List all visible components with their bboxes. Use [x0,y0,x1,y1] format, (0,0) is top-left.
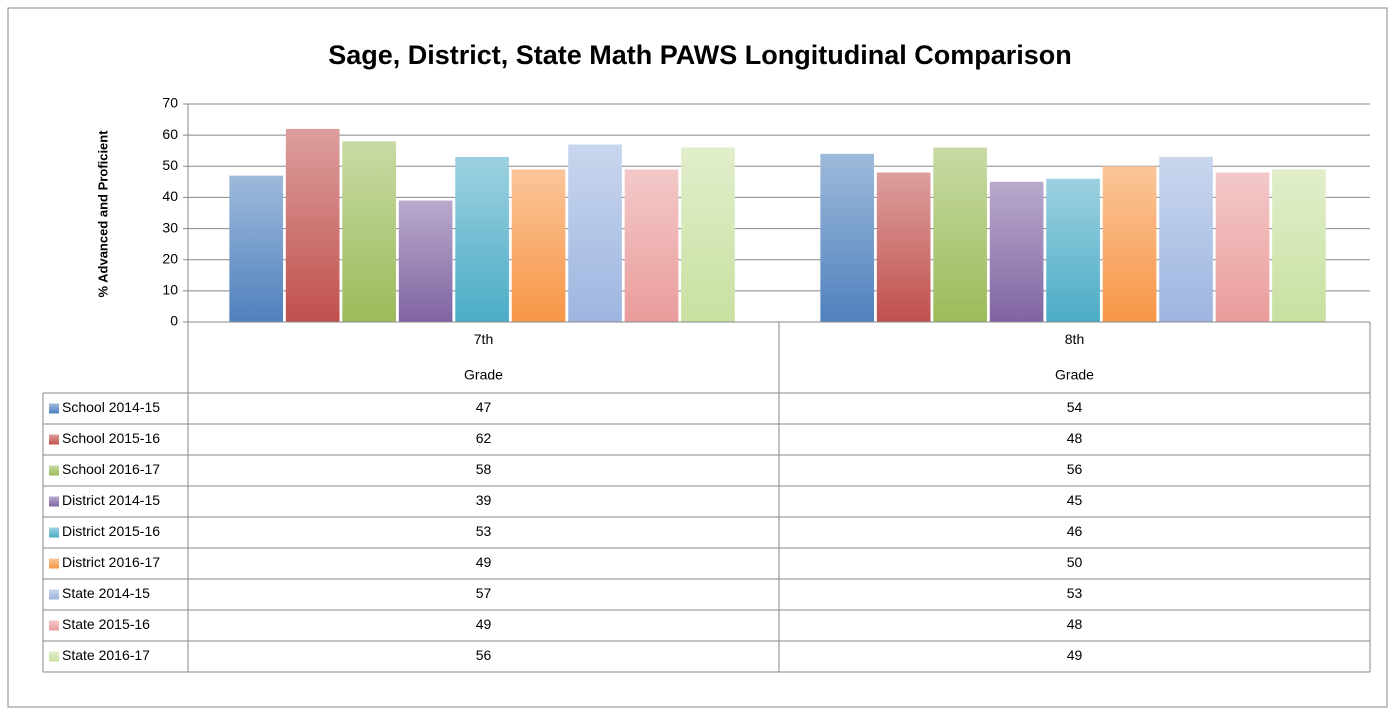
y-tick-label: 60 [162,126,178,142]
legend-swatch [49,465,59,476]
table-value: 39 [476,492,492,508]
table-value: 49 [1067,647,1083,663]
bar [1046,178,1100,322]
legend-swatch [49,651,59,662]
bar [820,153,875,322]
bar [1159,156,1213,322]
legend-label: School 2016-17 [62,461,160,477]
y-tick-label: 10 [162,282,178,298]
legend-label: District 2014-15 [62,492,160,508]
legend-swatch [49,527,59,538]
legend-swatch [49,558,59,569]
bar [1102,166,1157,322]
bar [285,128,340,322]
x-tick-sublabel: Grade [464,367,503,383]
table-value: 46 [1067,523,1083,539]
bar [398,200,453,322]
table-value: 54 [1067,399,1083,415]
legend-swatch [49,496,59,507]
legend-label: District 2016-17 [62,554,160,570]
x-tick-sublabel: Grade [1055,367,1094,383]
legend-label: School 2015-16 [62,430,160,446]
y-tick-label: 30 [162,219,178,235]
bar [933,147,987,322]
bar [989,181,1044,322]
table-value: 47 [476,399,492,415]
bar [229,175,284,322]
legend-swatch [49,403,59,414]
x-tick-label: 7th [474,331,493,347]
bar [568,144,622,322]
y-tick-label: 40 [162,188,178,204]
table-value: 53 [476,523,492,539]
bar [1272,169,1326,322]
table-value: 48 [1067,430,1083,446]
bar [681,147,735,322]
table-value: 49 [476,616,492,632]
x-tick-label: 8th [1065,331,1084,347]
legend-swatch [49,589,59,600]
legend-label: School 2014-15 [62,399,160,415]
y-tick-label: 50 [162,157,178,173]
bar [511,169,566,322]
bar [342,141,396,322]
table-value: 53 [1067,585,1083,601]
bar [1215,172,1270,322]
table-value: 49 [476,554,492,570]
legend-swatch [49,434,59,445]
table-value: 56 [476,647,492,663]
bar [455,156,509,322]
legend-label: District 2015-16 [62,523,160,539]
y-axis-label: % Advanced and Proficient [95,130,110,298]
legend-label: State 2014-15 [62,585,150,601]
table-value: 62 [476,430,492,446]
y-tick-label: 0 [170,313,178,329]
table-value: 56 [1067,461,1083,477]
legend-label: State 2015-16 [62,616,150,632]
table-value: 45 [1067,492,1083,508]
bar [624,169,679,322]
table-value: 57 [476,585,492,601]
y-tick-label: 20 [162,250,178,266]
table-value: 48 [1067,616,1083,632]
bar [876,172,931,322]
legend-label: State 2016-17 [62,647,150,663]
table-value: 58 [476,461,492,477]
table-value: 50 [1067,554,1083,570]
chart-title: Sage, District, State Math PAWS Longitud… [328,40,1072,70]
y-tick-label: 70 [162,95,178,111]
chart-frame [7,7,1388,708]
legend-swatch [49,620,59,631]
